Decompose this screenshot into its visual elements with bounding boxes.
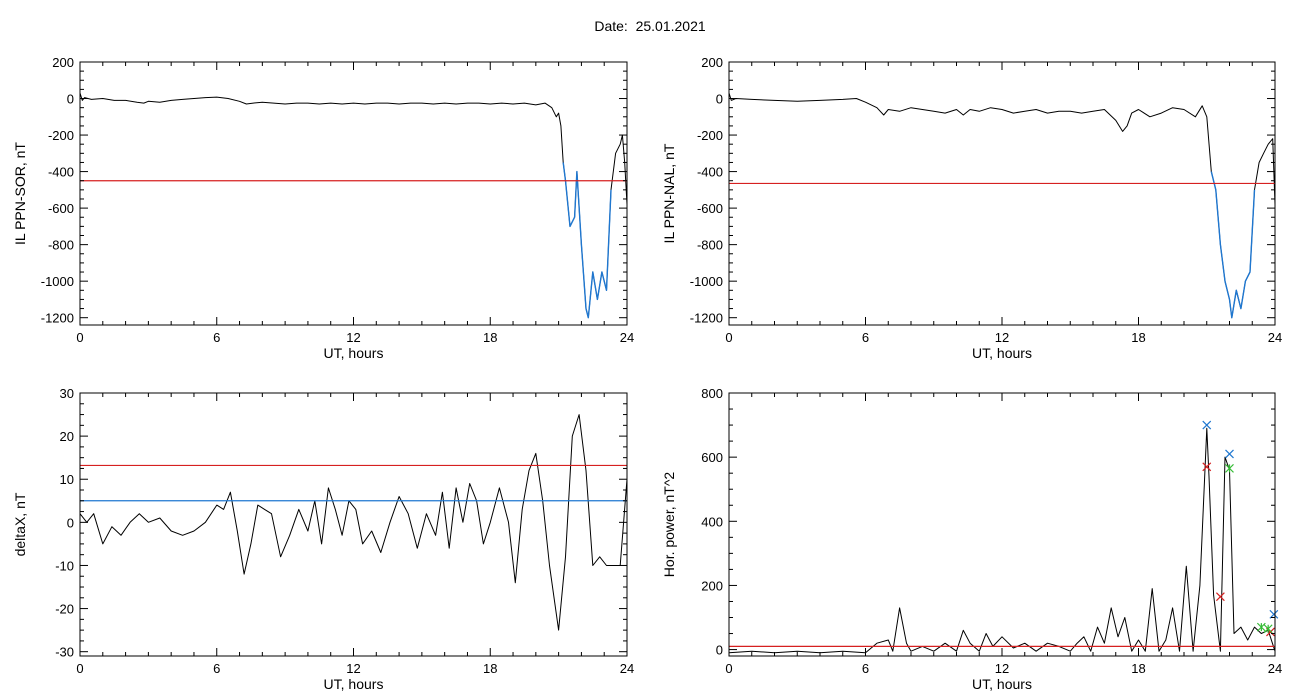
plot-frame-power (728, 392, 1276, 657)
peak-marker-power-2 (1269, 609, 1279, 619)
peak-marker-power-8 (1263, 624, 1273, 634)
x-tick-label-sor: 12 (346, 330, 360, 345)
y-tick-label-power: 600 (701, 450, 723, 465)
series-line-nal-0 (728, 92, 1276, 319)
x-axis-title-sor: UT, hours (324, 345, 384, 361)
chart-deltax: 0 6 12 18 24 30 20 10 0 -10 -20 -30 UT, hours deltaX,… (12, 386, 634, 692)
peak-marker-power-6 (1225, 463, 1234, 473)
y-tick-label-power: 400 (701, 514, 723, 529)
y-tick-label-nal: -400 (697, 165, 723, 180)
y-tick-label-sor: -400 (48, 165, 74, 180)
x-tick-label-power: 12 (995, 661, 1009, 676)
y-tick-label-nal: 200 (701, 55, 723, 70)
x-tick-label-sor: 6 (213, 330, 220, 345)
y-tick-label-nal: -600 (697, 201, 723, 216)
y-tick-label-deltax: 10 (60, 472, 74, 487)
y-tick-label-sor: 200 (52, 55, 74, 70)
peak-marker-power-4 (1215, 592, 1225, 602)
x-tick-label-sor: 24 (620, 330, 634, 345)
x-tick-label-sor: 0 (76, 330, 83, 345)
series-line-nal-1 (1210, 171, 1256, 319)
y-tick-label-power: 0 (716, 643, 723, 658)
x-axis-title-power: UT, hours (972, 676, 1032, 692)
peak-marker-power-0 (1202, 420, 1212, 430)
x-tick-label-deltax: 0 (76, 661, 83, 676)
x-axis-title-nal: UT, hours (972, 345, 1032, 361)
date-header: Date: 25.01.2021 (0, 18, 1300, 34)
y-tick-label-power: 800 (701, 386, 723, 401)
date-label: Date: (594, 18, 628, 34)
y-tick-label-sor: -1000 (41, 274, 74, 289)
x-tick-label-deltax: 12 (346, 661, 360, 676)
x-tick-label-power: 18 (1131, 661, 1145, 676)
chart-sor: 0 6 12 18 24 200 0 -200 -400 -600 -800 -1000 -1200 UT… (12, 55, 634, 361)
y-tick-label-deltax: -10 (55, 558, 74, 573)
plot-frame-nal (728, 61, 1276, 326)
series-line-deltax-0 (79, 414, 628, 631)
x-tick-label-nal: 12 (995, 330, 1009, 345)
y-tick-label-nal: -1200 (690, 311, 723, 326)
x-tick-label-power: 6 (862, 661, 869, 676)
y-tick-label-deltax: 30 (60, 386, 74, 401)
y-tick-label-sor: 0 (67, 92, 74, 107)
peak-marker-power-1 (1225, 449, 1234, 459)
y-axis-title-deltax: deltaX, nT (12, 492, 28, 556)
x-tick-label-deltax: 24 (620, 661, 634, 676)
chart-power: 0 6 12 18 24 800 600 400 200 0 UT, hours Hor. power… (661, 386, 1282, 692)
y-tick-label-sor: -800 (48, 238, 74, 253)
y-tick-label-nal: -800 (697, 238, 723, 253)
series-line-sor-0 (79, 92, 628, 319)
x-tick-label-power: 24 (1268, 661, 1282, 676)
y-axis-title-power: Hor. power, nT^2 (661, 472, 677, 578)
peak-marker-power-3 (1202, 462, 1212, 472)
y-tick-label-sor: -600 (48, 201, 74, 216)
series-line-power-0 (728, 427, 1276, 654)
x-tick-label-nal: 0 (725, 330, 732, 345)
y-tick-label-deltax: -30 (55, 645, 74, 660)
y-tick-label-deltax: -20 (55, 602, 74, 617)
y-tick-label-power: 200 (701, 578, 723, 593)
x-axis-title-deltax: UT, hours (324, 676, 384, 692)
x-tick-label-nal: 18 (1131, 330, 1145, 345)
date-value: 25.01.2021 (635, 18, 706, 34)
chart-nal: 0 6 12 18 24 200 0 -200 -400 -600 -800 -1000 -1200 UT… (661, 55, 1282, 361)
y-tick-label-nal: -200 (697, 128, 723, 143)
y-tick-label-nal: -1000 (690, 274, 723, 289)
x-tick-label-nal: 6 (862, 330, 869, 345)
x-tick-label-nal: 24 (1268, 330, 1282, 345)
y-tick-label-sor: -200 (48, 128, 74, 143)
y-tick-label-deltax: 20 (60, 429, 74, 444)
y-axis-title-nal: IL PPN-NAL, nT (661, 143, 677, 243)
y-tick-label-deltax: 0 (67, 515, 74, 530)
x-tick-label-deltax: 18 (483, 661, 497, 676)
x-tick-label-deltax: 6 (213, 661, 220, 676)
y-axis-title-sor: IL PPN-SOR, nT (12, 142, 28, 245)
x-tick-label-sor: 18 (483, 330, 497, 345)
series-line-sor-1 (562, 162, 612, 319)
x-tick-label-power: 0 (725, 661, 732, 676)
peak-marker-power-7 (1256, 622, 1266, 632)
y-tick-label-sor: -1200 (41, 311, 74, 326)
y-tick-label-nal: 0 (716, 92, 723, 107)
